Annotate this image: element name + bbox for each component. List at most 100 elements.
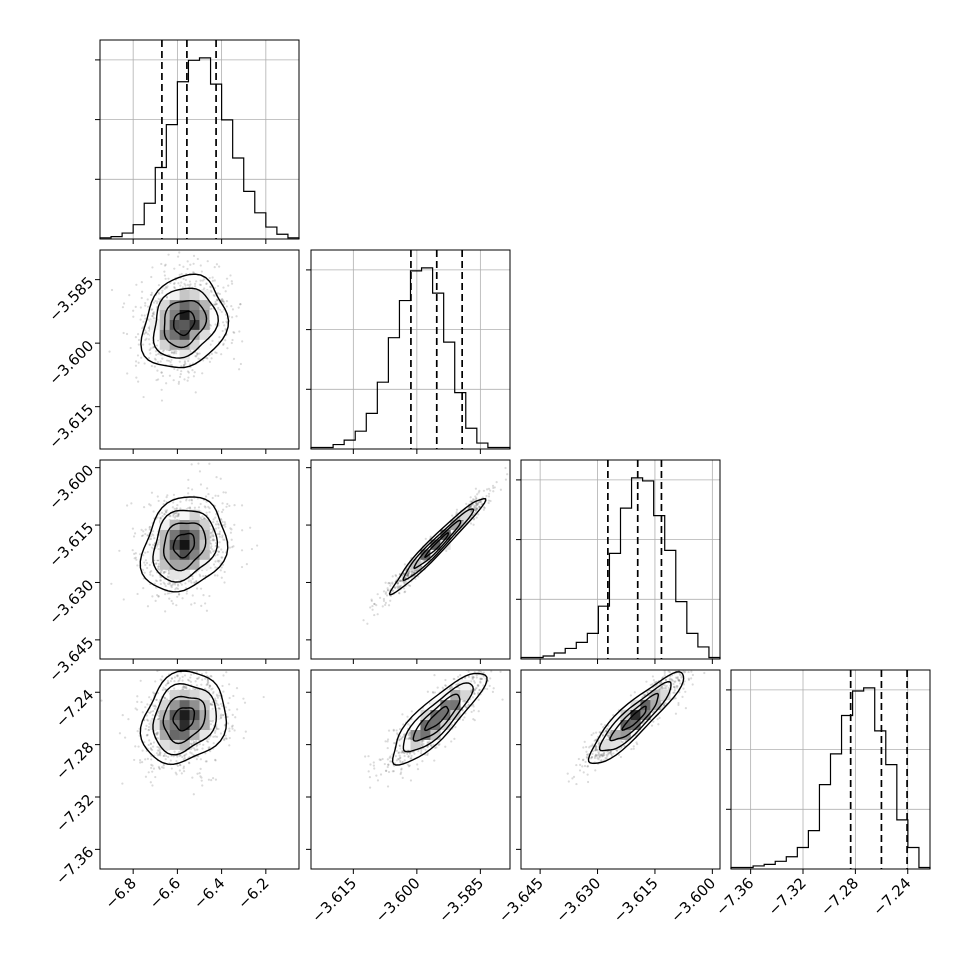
scatter-point bbox=[478, 505, 481, 508]
scatter-point bbox=[600, 754, 604, 757]
scatter-point bbox=[478, 670, 481, 673]
scatter-point bbox=[420, 561, 423, 564]
scatter-point bbox=[221, 714, 224, 717]
scatter-point bbox=[489, 677, 492, 680]
scatter-point bbox=[172, 493, 176, 496]
scatter-point bbox=[157, 568, 161, 571]
scatter-point bbox=[373, 613, 376, 617]
scatter-point bbox=[214, 300, 217, 303]
scatter-point bbox=[151, 530, 155, 533]
scatter-point bbox=[177, 512, 180, 515]
scatter-point bbox=[209, 536, 212, 539]
scatter-point bbox=[475, 509, 478, 513]
scatter-point bbox=[225, 654, 227, 656]
density-cell bbox=[420, 719, 431, 730]
scatter-point bbox=[231, 545, 234, 549]
scatter-point bbox=[189, 676, 192, 679]
scatter-point bbox=[682, 683, 686, 686]
density-cell bbox=[199, 539, 210, 550]
scatter-point bbox=[599, 753, 603, 756]
scatter-point bbox=[233, 729, 236, 732]
density-cell bbox=[169, 299, 180, 310]
contour-level-3 bbox=[402, 508, 475, 582]
scatter-point bbox=[173, 267, 176, 270]
scatter-point bbox=[173, 680, 176, 683]
scatter-point bbox=[199, 516, 202, 519]
density-cell bbox=[149, 329, 160, 340]
scatter-point bbox=[211, 777, 215, 780]
scatter-point bbox=[148, 739, 151, 742]
scatter-point bbox=[125, 332, 129, 336]
scatter-point bbox=[209, 546, 212, 549]
scatter-point bbox=[429, 743, 432, 747]
scatter-point bbox=[592, 732, 595, 735]
scatter-point bbox=[172, 755, 175, 758]
scatter-point bbox=[187, 486, 190, 490]
scatter-point bbox=[164, 688, 167, 691]
scatter-point bbox=[403, 582, 406, 585]
scatter-point bbox=[615, 749, 619, 752]
scatter-point bbox=[668, 679, 671, 682]
scatter-point bbox=[215, 727, 218, 730]
density-cell bbox=[159, 559, 170, 570]
scatter-point bbox=[605, 757, 608, 760]
scatter-point bbox=[376, 613, 379, 616]
density-cell bbox=[169, 739, 180, 750]
scatter-point bbox=[134, 364, 138, 367]
scatter-point bbox=[487, 499, 491, 502]
density-cell bbox=[179, 719, 190, 730]
scatter-point bbox=[396, 582, 400, 585]
scatter-point bbox=[214, 701, 218, 704]
scatter-point bbox=[164, 610, 167, 613]
scatter-point bbox=[422, 742, 425, 746]
scatter-point bbox=[692, 664, 694, 666]
scatter-point bbox=[199, 279, 202, 282]
scatter-point bbox=[209, 728, 212, 731]
density-cell bbox=[189, 289, 200, 301]
scatter-point bbox=[596, 748, 599, 751]
density-cell bbox=[420, 709, 431, 721]
scatter-point bbox=[126, 372, 129, 375]
scatter-point bbox=[143, 571, 146, 574]
density-cell bbox=[199, 729, 210, 740]
scatter-point bbox=[151, 764, 154, 767]
scatter-point bbox=[187, 492, 190, 495]
scatter-point bbox=[157, 559, 160, 562]
scatter-point bbox=[232, 331, 235, 334]
scatter-point bbox=[145, 561, 149, 565]
scatter-point bbox=[409, 757, 412, 760]
scatter-point bbox=[163, 696, 167, 699]
scatter-point bbox=[632, 747, 635, 750]
scatter-point bbox=[417, 575, 420, 578]
scatter-point bbox=[199, 667, 201, 669]
scatter-point bbox=[455, 683, 458, 686]
y-tick-label: −7.36 bbox=[52, 843, 97, 888]
scatter-point bbox=[223, 324, 226, 327]
scatter-point bbox=[165, 509, 169, 512]
scatter-point bbox=[173, 282, 176, 285]
scatter-point bbox=[147, 356, 151, 360]
scatter-point bbox=[158, 766, 161, 770]
scatter-point bbox=[479, 677, 482, 681]
scatter-point bbox=[174, 588, 177, 591]
scatter-point bbox=[209, 750, 212, 753]
scatter-point bbox=[178, 679, 181, 682]
scatter-point bbox=[407, 723, 410, 726]
scatter-point bbox=[677, 679, 681, 682]
density-cell bbox=[159, 549, 170, 560]
scatter-point bbox=[155, 698, 158, 701]
scatter-panel-body bbox=[108, 251, 244, 402]
scatter-point bbox=[209, 539, 212, 542]
contour-level-1 bbox=[424, 705, 450, 732]
scatter-point bbox=[591, 743, 594, 746]
density-cell bbox=[159, 729, 170, 740]
scatter-point bbox=[190, 502, 194, 505]
scatter-point bbox=[444, 684, 447, 687]
scatter-point bbox=[406, 752, 409, 755]
scatter-point bbox=[433, 691, 437, 694]
scatter-point bbox=[163, 571, 166, 574]
scatter-point bbox=[238, 368, 241, 371]
scatter-point bbox=[510, 666, 512, 668]
scatter-point bbox=[586, 753, 589, 756]
scatter-point bbox=[399, 579, 402, 582]
